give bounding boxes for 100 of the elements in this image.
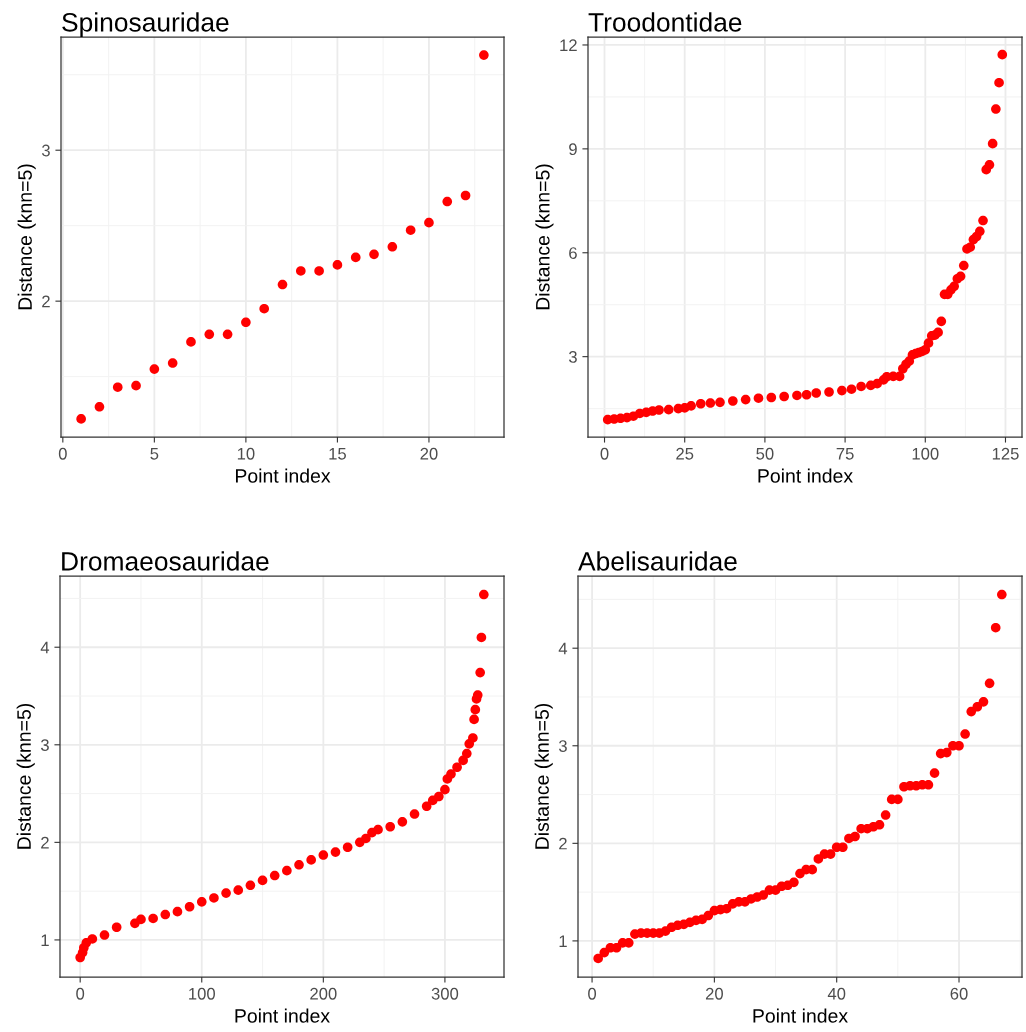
point — [99, 930, 110, 940]
point — [479, 589, 489, 600]
point — [306, 855, 316, 865]
point — [476, 632, 487, 643]
point — [131, 380, 141, 391]
point — [434, 791, 444, 802]
x-tick-label: 0 — [588, 987, 597, 1000]
y-tick-label: 3 — [41, 144, 50, 157]
point — [460, 190, 471, 201]
chart-title: Abelisauridae — [578, 551, 737, 571]
point — [373, 824, 383, 835]
y-tick-label: 4 — [558, 642, 568, 655]
point — [479, 50, 489, 60]
point — [76, 414, 86, 424]
y-axis-title: Distance (knn=5) — [535, 164, 554, 310]
point — [442, 196, 453, 207]
point — [277, 279, 288, 290]
x-tick-label: 25 — [676, 447, 694, 460]
point — [209, 893, 219, 903]
x-tick-label: 100 — [189, 987, 216, 1000]
point — [87, 934, 98, 944]
x-tick-label: 60 — [950, 987, 968, 1000]
x-tick-label: 300 — [431, 987, 459, 1000]
chart-title: Troodontidae — [588, 12, 742, 32]
point — [350, 252, 361, 263]
y-tick-label: 3 — [40, 739, 49, 751]
point — [330, 847, 341, 857]
x-tick-label: 200 — [310, 987, 337, 1000]
point — [424, 217, 434, 228]
y-axis-title: Distance (knn=5) — [16, 703, 35, 849]
x-tick-label: 10 — [237, 447, 255, 460]
point — [405, 225, 416, 236]
y-tick-label: 4 — [40, 641, 50, 654]
point — [94, 402, 105, 412]
y-tick-label: 6 — [569, 247, 577, 259]
point — [282, 865, 292, 876]
point — [314, 266, 324, 276]
x-tick-label: 20 — [705, 987, 723, 1000]
y-tick-label: 2 — [42, 295, 50, 308]
point — [452, 762, 462, 773]
point — [160, 909, 171, 920]
point — [295, 266, 306, 276]
point — [369, 249, 379, 260]
point — [409, 809, 420, 819]
point — [269, 870, 280, 881]
point — [221, 888, 231, 898]
y-tick-label: 3 — [568, 351, 577, 363]
point — [387, 242, 398, 252]
point — [184, 901, 195, 912]
x-tick-label: 15 — [329, 448, 346, 460]
x-tick-label: 125 — [992, 447, 1019, 460]
point — [294, 859, 304, 870]
point — [112, 382, 123, 392]
point — [149, 364, 160, 374]
point — [257, 875, 268, 886]
point — [397, 817, 408, 827]
point — [470, 704, 481, 715]
y-tick-label: 2 — [559, 837, 567, 850]
chart-title: Spinosauridae — [62, 12, 229, 37]
x-tick-label: 20 — [420, 447, 438, 460]
y-tick-label: 1 — [559, 935, 567, 947]
y-tick-label: 9 — [569, 143, 577, 156]
point — [385, 821, 396, 832]
x-tick-label: 0 — [58, 447, 67, 460]
point — [318, 850, 329, 860]
y-axis-title: Distance (knn=5) — [534, 703, 553, 849]
point — [472, 690, 483, 700]
x-axis-title: Point index — [758, 468, 853, 483]
point — [245, 880, 256, 891]
point — [196, 897, 207, 907]
point — [167, 358, 178, 368]
point — [332, 260, 343, 270]
y-tick-label: 2 — [41, 836, 49, 849]
point — [440, 784, 450, 795]
point — [136, 914, 146, 925]
y-tick-label: 3 — [558, 740, 567, 752]
x-axis-title: Point index — [235, 1008, 330, 1023]
point — [259, 303, 270, 314]
x-tick-label: 50 — [756, 447, 774, 460]
point — [204, 329, 215, 340]
point — [222, 329, 233, 340]
point — [186, 337, 196, 347]
x-tick-label: 0 — [600, 447, 609, 460]
chart-title: Dromaeosauridae — [62, 551, 269, 571]
point — [233, 885, 244, 895]
x-tick-label: 0 — [76, 987, 85, 1000]
point — [461, 748, 472, 759]
y-tick-label: 12 — [560, 39, 577, 51]
x-tick-label: 100 — [912, 447, 939, 460]
x-tick-label: 75 — [836, 448, 854, 460]
point — [469, 714, 479, 725]
point — [148, 913, 158, 924]
point — [111, 922, 122, 933]
y-axis-title: Distance (knn=5) — [17, 164, 36, 310]
point — [342, 842, 353, 853]
y-tick-label: 1 — [41, 934, 49, 946]
point — [446, 769, 456, 779]
x-tick-label: 40 — [827, 987, 846, 1000]
point — [361, 833, 371, 844]
point — [468, 733, 478, 743]
